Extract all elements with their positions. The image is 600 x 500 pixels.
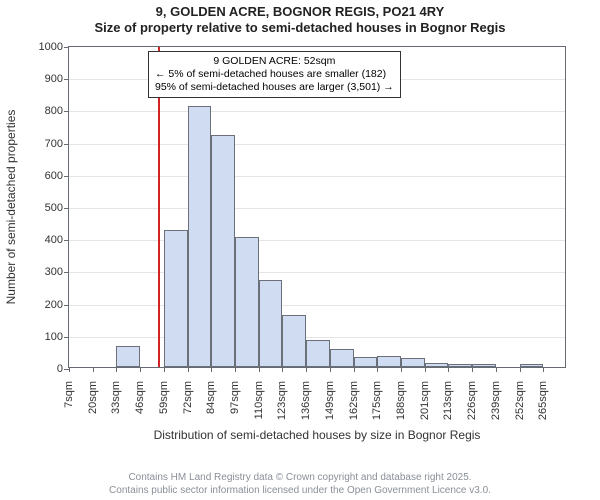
xtick-mark [235,367,236,372]
attribution-footer: Contains HM Land Registry data © Crown c… [0,472,600,497]
annotation-line: 95% of semi-detached houses are larger (… [155,81,394,94]
gridline [69,111,565,112]
gridline [69,272,565,273]
ytick-label: 200 [45,299,69,311]
xtick-mark [448,367,449,372]
xtick-mark [116,367,117,372]
xtick-label: 97sqm [229,375,241,414]
histogram-bar [164,230,188,367]
x-axis-label: Distribution of semi-detached houses by … [68,428,566,442]
histogram-bar [520,364,544,367]
xtick-mark [330,367,331,372]
gridline [69,208,565,209]
histogram-bar [354,357,378,367]
gridline [69,337,565,338]
title-line-2: Size of property relative to semi-detach… [0,20,600,36]
histogram-bar [188,106,212,367]
xtick-mark [259,367,260,372]
title-line-1: 9, GOLDEN ACRE, BOGNOR REGIS, PO21 4RY [0,4,600,20]
xtick-mark [377,367,378,372]
footer-line-1: Contains HM Land Registry data © Crown c… [0,472,600,485]
plot-area: 010020030040050060070080090010007sqm20sq… [68,46,566,368]
ytick-label: 0 [57,363,69,375]
xtick-label: 188sqm [395,375,407,420]
ytick-label: 400 [45,234,69,246]
chart-title: 9, GOLDEN ACRE, BOGNOR REGIS, PO21 4RY S… [0,0,600,37]
histogram-bar [306,340,330,367]
xtick-mark [188,367,189,372]
xtick-mark [472,367,473,372]
histogram-bar [116,346,140,367]
xtick-mark [401,367,402,372]
annotation-box: 9 GOLDEN ACRE: 52sqm← 5% of semi-detache… [148,51,401,98]
histogram-bar [448,364,472,367]
xtick-mark [520,367,521,372]
xtick-label: 239sqm [490,375,502,420]
xtick-mark [306,367,307,372]
histogram-bar [282,315,306,367]
ytick-label: 500 [45,202,69,214]
ytick-label: 300 [45,266,69,278]
xtick-mark [354,367,355,372]
histogram-bar [472,364,496,367]
xtick-label: 20sqm [87,375,99,414]
gridline [69,305,565,306]
xtick-mark [69,367,70,372]
ytick-label: 100 [45,331,69,343]
xtick-label: 175sqm [371,375,383,420]
xtick-label: 252sqm [514,375,526,420]
xtick-label: 84sqm [205,375,217,414]
ytick-label: 900 [45,73,69,85]
xtick-label: 201sqm [419,375,431,420]
xtick-label: 123sqm [276,375,288,420]
xtick-label: 149sqm [324,375,336,420]
xtick-label: 213sqm [442,375,454,420]
xtick-mark [543,367,544,372]
footer-line-2: Contains public sector information licen… [0,485,600,498]
xtick-mark [425,367,426,372]
ytick-label: 800 [45,105,69,117]
xtick-mark [140,367,141,372]
xtick-mark [282,367,283,372]
xtick-mark [164,367,165,372]
ytick-label: 700 [45,138,69,150]
xtick-label: 226sqm [466,375,478,420]
xtick-label: 136sqm [300,375,312,420]
xtick-label: 162sqm [348,375,360,420]
histogram-bar [211,135,235,367]
gridline [69,176,565,177]
ytick-label: 600 [45,170,69,182]
xtick-mark [211,367,212,372]
xtick-mark [496,367,497,372]
xtick-label: 33sqm [110,375,122,414]
gridline [69,240,565,241]
histogram-bar [259,280,283,367]
xtick-label: 110sqm [253,375,265,419]
xtick-mark [93,367,94,372]
histogram-bar [330,349,354,367]
histogram-bar [401,358,425,367]
annotation-line: 9 GOLDEN ACRE: 52sqm [155,55,394,68]
y-axis-label: Number of semi-detached properties [4,110,18,305]
xtick-label: 265sqm [537,375,549,420]
ytick-label: 1000 [39,41,69,53]
histogram-bar [425,363,449,367]
xtick-label: 59sqm [158,375,170,414]
histogram-bar [377,356,401,367]
xtick-label: 72sqm [182,375,194,414]
annotation-line: ← 5% of semi-detached houses are smaller… [155,68,394,81]
xtick-label: 7sqm [63,375,75,408]
xtick-label: 46sqm [134,375,146,414]
chart-container: 9, GOLDEN ACRE, BOGNOR REGIS, PO21 4RY S… [0,0,600,500]
histogram-bar [235,237,259,367]
gridline [69,144,565,145]
